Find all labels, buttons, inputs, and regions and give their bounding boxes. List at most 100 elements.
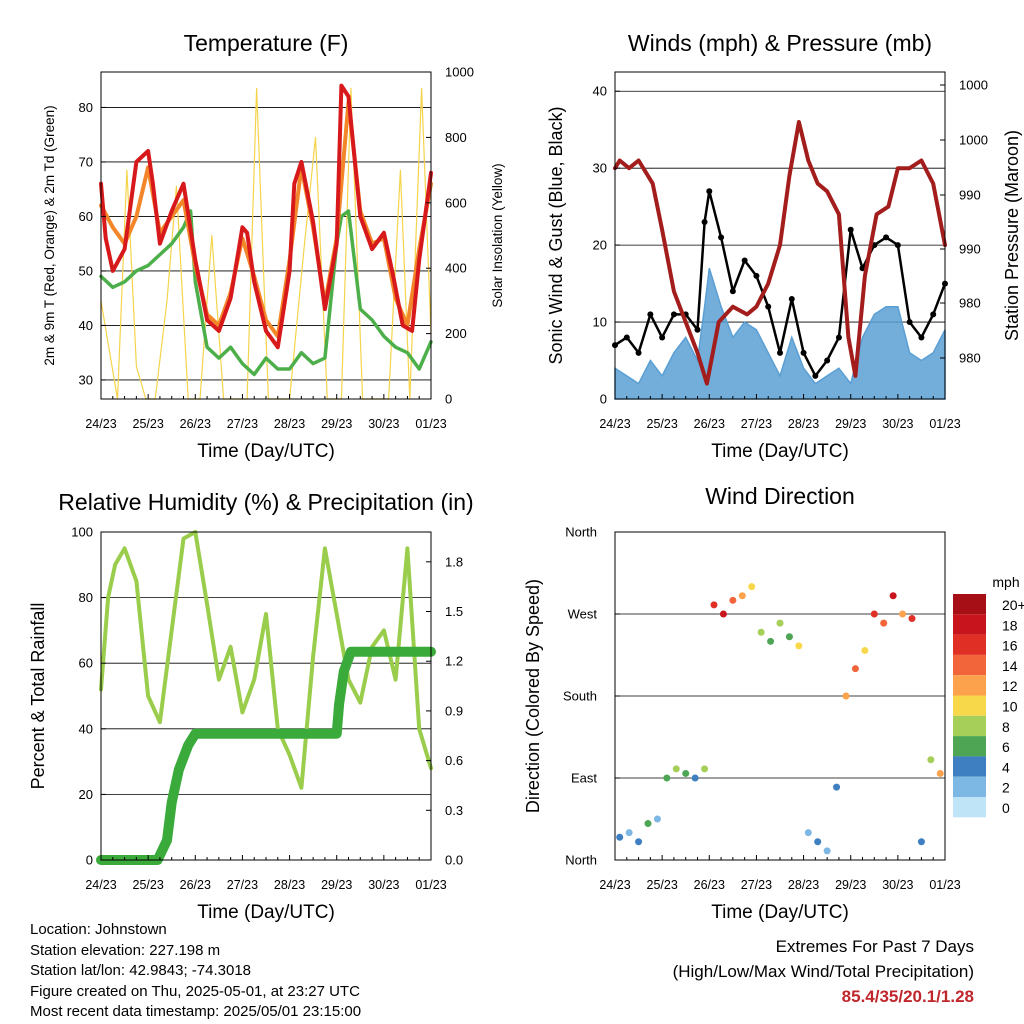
- wind-y2-tick-label: 1000: [959, 133, 988, 148]
- direction-point: [861, 646, 869, 654]
- station-info: Location: Johnstown Station elevation: 2…: [30, 920, 361, 1023]
- pressure-y-axis-title: Station Pressure (Maroon): [1002, 130, 1022, 341]
- legend-swatch: [953, 695, 986, 716]
- extremes-info: Extremes For Past 7 Days (High/Low/Max W…: [673, 934, 974, 1009]
- direction-y-tick-label: East: [571, 771, 597, 786]
- wind-x-tick-label: 26/23: [694, 417, 725, 431]
- precipitation-line: [96, 646, 436, 865]
- temperature-y2-tick-label: 600: [445, 195, 467, 210]
- humidity-y2-tick-label: 0.6: [445, 753, 463, 768]
- humidity-y-tick-label: 60: [79, 656, 93, 671]
- humidity-plot-frame: [100, 531, 432, 861]
- direction-x-tick-label: 25/23: [647, 878, 678, 892]
- direction-point: [672, 765, 680, 773]
- temperature-x-tick-label: 01/23: [415, 417, 446, 431]
- direction-point: [635, 838, 643, 846]
- relative-humidity-line: [99, 530, 433, 790]
- humidity-y-tick-label: 80: [79, 590, 93, 605]
- direction-point: [767, 637, 775, 645]
- temperature-x-tick-label: 26/23: [180, 417, 211, 431]
- temperature-x-tick-label: 28/23: [274, 417, 305, 431]
- direction-point: [870, 610, 878, 618]
- humidity-x-tick-label: 01/23: [415, 878, 446, 892]
- direction-point: [823, 847, 831, 855]
- direction-point: [701, 765, 709, 773]
- direction-point: [908, 615, 916, 623]
- temperature-x-tick-label: 25/23: [133, 417, 164, 431]
- direction-point: [644, 820, 652, 828]
- solar-insolation-line: [100, 87, 432, 400]
- pressure-line: [613, 120, 947, 386]
- direction-point: [663, 774, 671, 782]
- legend-swatch: [953, 756, 986, 777]
- wind-x-tick-label: 27/23: [741, 417, 772, 431]
- direction-point: [653, 815, 661, 823]
- legend-label: 12: [1002, 678, 1018, 694]
- humidity-x-tick-label: 28/23: [274, 878, 305, 892]
- recent-text: Most recent data timestamp: 2025/05/01 2…: [30, 1003, 362, 1020]
- humidity-x-axis-title: Time (Day/UTC): [197, 902, 335, 923]
- legend-title: mph: [992, 574, 1019, 590]
- legend-label: 8: [1002, 719, 1010, 735]
- direction-point: [917, 838, 925, 846]
- wind-y2-tick-label: 980: [959, 296, 981, 311]
- temperature-y-axis-title: 2m & 9m T (Red, Orange) & 2m Td (Green): [42, 105, 57, 365]
- legend-label: 18: [1002, 617, 1018, 633]
- temperature-y-tick-label: 60: [79, 209, 93, 224]
- legend-swatch: [953, 594, 986, 615]
- humidity-x-tick-label: 30/23: [368, 878, 399, 892]
- temperature-x-axis-title: Time (Day/UTC): [197, 441, 335, 462]
- direction-point: [616, 833, 624, 841]
- temperature-2m-line: [99, 83, 433, 350]
- temperature-y-tick-label: 30: [79, 372, 93, 387]
- direction-x-tick-label: 26/23: [694, 878, 725, 892]
- direction-point: [625, 829, 633, 837]
- legend-label: 10: [1002, 699, 1018, 715]
- legend-swatch: [953, 797, 986, 818]
- temperature-y2-tick-label: 1000: [445, 65, 474, 80]
- wind-y2-tick-label: 990: [959, 242, 981, 257]
- temperature-y2-tick-label: 0: [445, 392, 452, 407]
- direction-point: [785, 633, 793, 641]
- wind-x-tick-label: 29/23: [835, 417, 866, 431]
- direction-title: Wind Direction: [705, 483, 855, 509]
- direction-x-tick-label: 28/23: [788, 878, 819, 892]
- extremes-title: Extremes For Past 7 Days: [775, 937, 974, 956]
- humidity-y2-tick-label: 0.9: [445, 703, 463, 718]
- temperature-y2-tick-label: 400: [445, 261, 467, 276]
- direction-point: [814, 838, 822, 846]
- legend-label: 14: [1002, 658, 1018, 674]
- wind-x-tick-label: 30/23: [882, 417, 913, 431]
- direction-point: [795, 642, 803, 650]
- direction-point: [682, 769, 690, 777]
- wind-x-tick-label: 28/23: [788, 417, 819, 431]
- direction-y-tick-label: North: [565, 853, 597, 868]
- humidity-y2-tick-label: 1.8: [445, 554, 463, 569]
- direction-point: [719, 610, 727, 618]
- direction-point: [936, 769, 944, 777]
- wind-y2-tick-label: 980: [959, 351, 981, 366]
- wind-y-tick-label: 30: [593, 161, 607, 176]
- direction-y-tick-label: North: [565, 525, 597, 540]
- temperature-x-tick-label: 27/23: [227, 417, 258, 431]
- humidity-y-axis-title: Percent & Total Rainfall: [28, 603, 48, 790]
- humidity-y2-tick-label: 1.5: [445, 604, 463, 619]
- legend-swatch: [953, 634, 986, 655]
- temperature-x-tick-label: 29/23: [321, 417, 352, 431]
- wind-title: Winds (mph) & Pressure (mb): [628, 30, 932, 56]
- temperature-y2-tick-label: 800: [445, 130, 467, 145]
- humidity-x-tick-label: 29/23: [321, 878, 352, 892]
- humidity-y-tick-label: 0: [86, 853, 93, 868]
- humidity-x-tick-label: 24/23: [85, 878, 116, 892]
- temperature-y-tick-label: 40: [79, 318, 93, 333]
- direction-point: [757, 628, 765, 636]
- humidity-y-tick-label: 40: [79, 721, 93, 736]
- location-text: Location: Johnstown: [30, 921, 167, 938]
- direction-x-tick-label: 29/23: [835, 878, 866, 892]
- direction-x-tick-label: 01/23: [929, 878, 960, 892]
- humidity-y-tick-label: 20: [79, 787, 93, 802]
- legend-swatch: [953, 614, 986, 635]
- legend-swatch: [953, 675, 986, 696]
- temperature-y-tick-label: 50: [79, 263, 93, 278]
- direction-point: [889, 592, 897, 600]
